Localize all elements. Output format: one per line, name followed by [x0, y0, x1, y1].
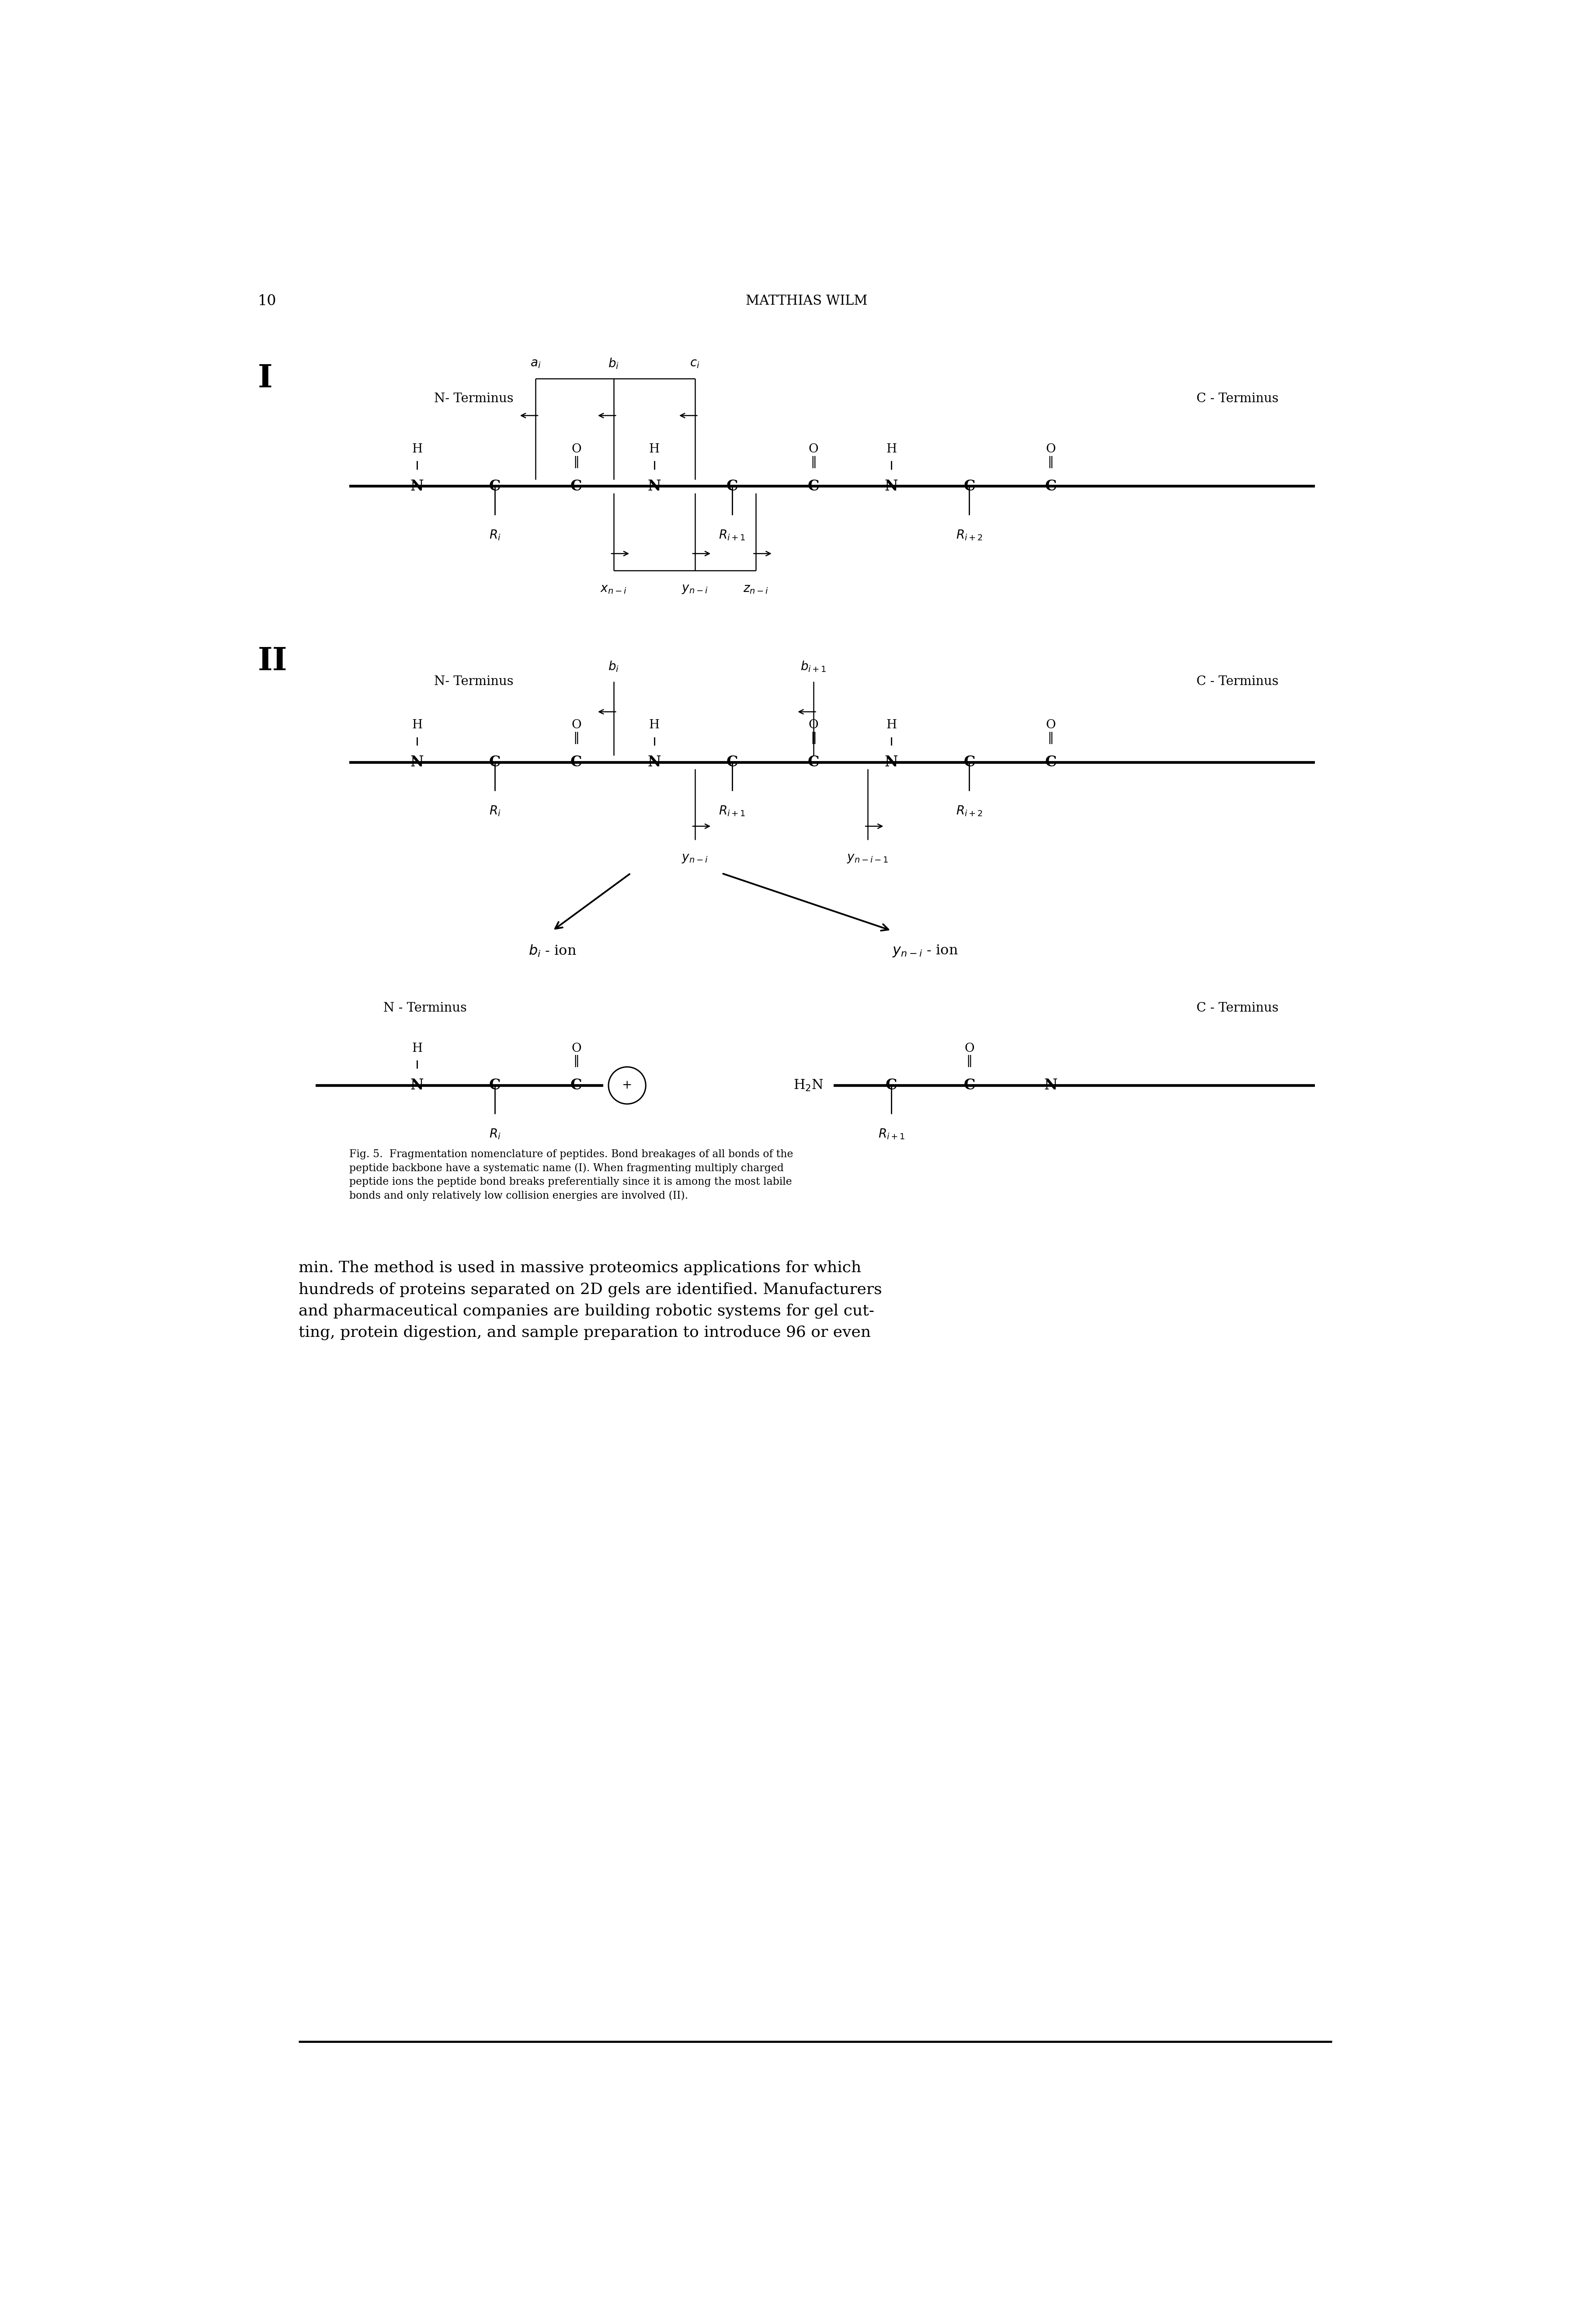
Text: N: N: [411, 1078, 424, 1092]
Text: C: C: [490, 479, 501, 493]
Text: C - Terminus: C - Terminus: [1197, 1002, 1279, 1013]
Text: ‖: ‖: [573, 732, 580, 744]
Text: ‖: ‖: [573, 1055, 580, 1067]
Text: O: O: [808, 720, 819, 732]
Text: ‖: ‖: [1047, 732, 1054, 744]
Text: N- Terminus: N- Terminus: [435, 393, 513, 404]
Text: N: N: [647, 755, 662, 769]
Text: O: O: [1046, 444, 1055, 456]
Text: H: H: [411, 1043, 422, 1055]
Text: ‖: ‖: [1047, 456, 1054, 467]
Text: $c_i$: $c_i$: [690, 358, 699, 370]
Text: ‖: ‖: [811, 456, 816, 467]
Text: $a_i$: $a_i$: [531, 358, 540, 370]
Text: H: H: [887, 720, 896, 732]
Text: Fig. 5.  Fragmentation nomenclature of peptides. Bond breakages of all bonds of : Fig. 5. Fragmentation nomenclature of pe…: [350, 1150, 794, 1202]
Text: C: C: [570, 1078, 583, 1092]
Text: C: C: [964, 1078, 975, 1092]
Text: C: C: [1044, 755, 1057, 769]
Text: O: O: [572, 720, 581, 732]
Text: N- Terminus: N- Terminus: [435, 676, 513, 688]
Text: H: H: [887, 444, 896, 456]
Text: O: O: [808, 444, 819, 456]
Text: N: N: [885, 755, 898, 769]
Text: I: I: [258, 363, 272, 395]
Text: N: N: [411, 479, 424, 493]
Text: $x_{n-i}$: $x_{n-i}$: [600, 583, 627, 595]
Text: H: H: [649, 444, 660, 456]
Text: $R_{i+1}$: $R_{i+1}$: [718, 804, 745, 818]
Text: $b_i$ - ion: $b_i$ - ion: [529, 944, 576, 957]
Text: C: C: [726, 479, 739, 493]
Text: H: H: [411, 444, 422, 456]
Text: N - Terminus: N - Terminus: [383, 1002, 466, 1013]
Text: $b_i$: $b_i$: [608, 356, 619, 370]
Text: $b_i$: $b_i$: [608, 660, 619, 674]
Text: $y_{n-i}$: $y_{n-i}$: [682, 583, 709, 595]
Text: ‖: ‖: [965, 1055, 972, 1067]
Text: +: +: [622, 1081, 632, 1092]
Text: C: C: [964, 479, 975, 493]
Text: C: C: [808, 755, 819, 769]
Text: O: O: [572, 1043, 581, 1055]
Text: $y_{n-i}$: $y_{n-i}$: [682, 853, 709, 865]
Text: $R_i$: $R_i$: [490, 528, 501, 541]
Text: $R_i$: $R_i$: [490, 804, 501, 818]
Text: O: O: [964, 1043, 975, 1055]
Text: $R_{i+2}$: $R_{i+2}$: [956, 804, 983, 818]
Text: $R_{i+1}$: $R_{i+1}$: [877, 1127, 904, 1141]
Text: C: C: [1044, 479, 1057, 493]
Text: C: C: [490, 1078, 501, 1092]
Text: O: O: [1046, 720, 1055, 732]
Text: $y_{n-i-1}$: $y_{n-i-1}$: [847, 853, 888, 865]
Text: H$_2$N: H$_2$N: [794, 1078, 824, 1092]
Text: $z_{n-i}$: $z_{n-i}$: [743, 583, 769, 595]
Text: N: N: [1044, 1078, 1057, 1092]
Text: $R_{i+1}$: $R_{i+1}$: [718, 528, 745, 541]
Text: O: O: [572, 444, 581, 456]
Text: N: N: [647, 479, 662, 493]
Text: C: C: [964, 755, 975, 769]
Text: ‖: ‖: [573, 456, 580, 467]
Text: C - Terminus: C - Terminus: [1197, 676, 1279, 688]
Text: H: H: [649, 720, 660, 732]
Text: C: C: [490, 755, 501, 769]
Text: C: C: [808, 479, 819, 493]
Text: $R_i$: $R_i$: [490, 1127, 501, 1141]
Text: N: N: [885, 479, 898, 493]
Text: II: II: [258, 646, 288, 676]
Text: C: C: [885, 1078, 898, 1092]
Text: C: C: [570, 479, 583, 493]
Text: $R_{i+2}$: $R_{i+2}$: [956, 528, 983, 541]
Text: ‖: ‖: [811, 732, 816, 744]
Text: C: C: [726, 755, 739, 769]
Text: H: H: [411, 720, 422, 732]
Text: MATTHIAS WILM: MATTHIAS WILM: [747, 295, 868, 307]
Text: C - Terminus: C - Terminus: [1197, 393, 1279, 404]
Text: $y_{n-i}$ - ion: $y_{n-i}$ - ion: [893, 944, 958, 957]
Text: 10: 10: [258, 295, 277, 309]
Text: N: N: [411, 755, 424, 769]
Text: C: C: [570, 755, 583, 769]
Text: min. The method is used in massive proteomics applications for which
hundreds of: min. The method is used in massive prote…: [299, 1260, 882, 1341]
Text: $b_{i+1}$: $b_{i+1}$: [800, 660, 827, 674]
